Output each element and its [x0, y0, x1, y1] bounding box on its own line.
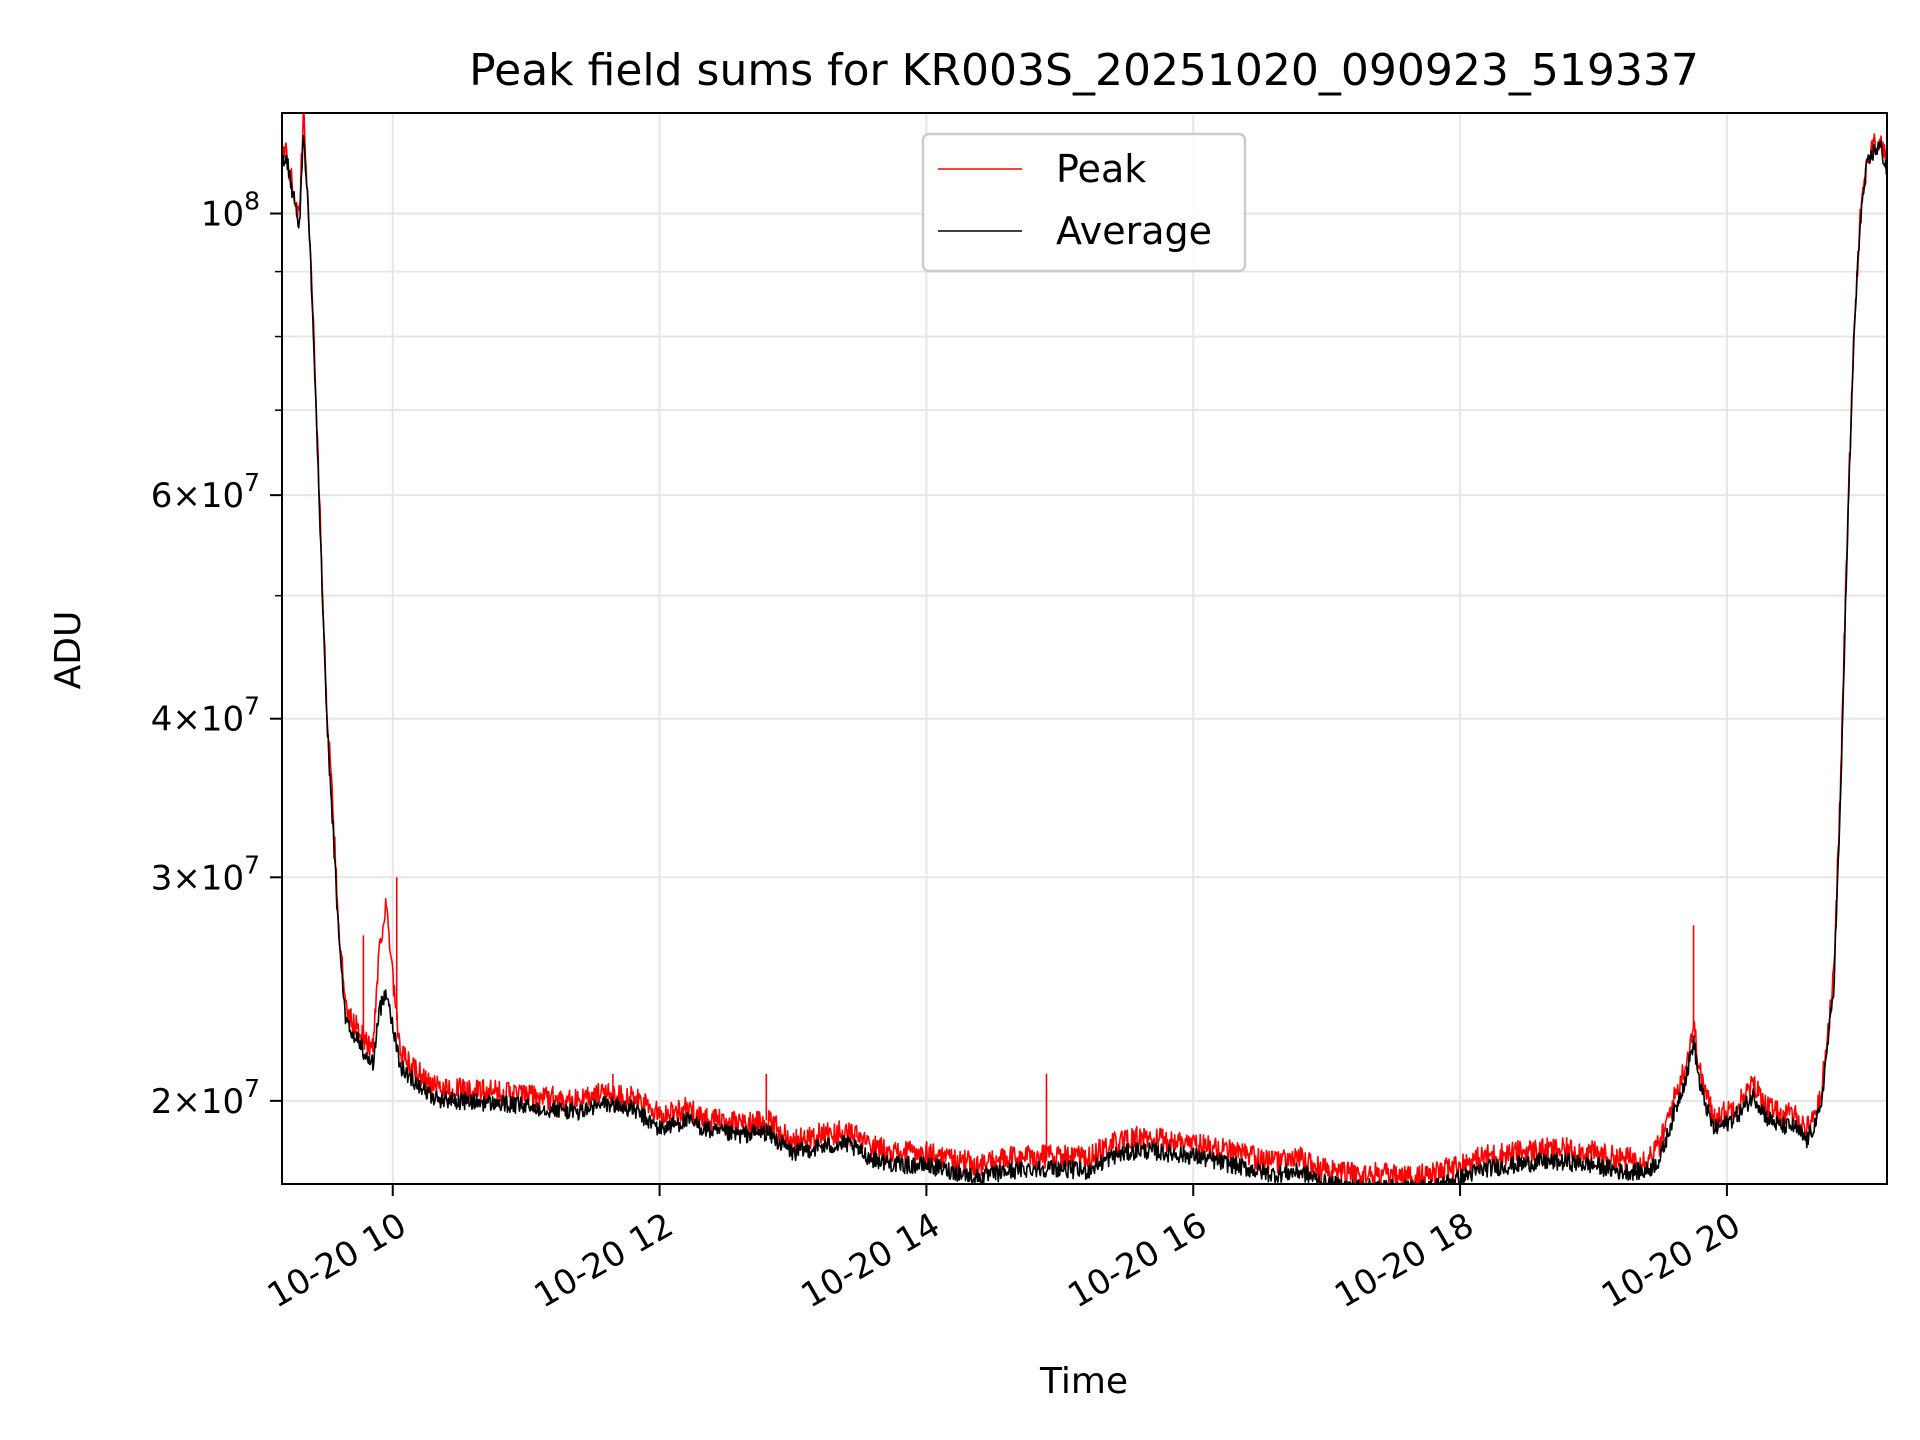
plot-area	[282, 113, 1887, 1184]
y-tick-label: 6×107	[151, 468, 260, 516]
y-tick-label: 2×107	[151, 1074, 260, 1122]
axes-frame	[281, 112, 1888, 1185]
y-axis-label: ADU	[48, 611, 89, 690]
x-axis-label: Time	[1039, 1361, 1128, 1402]
y-tick-label: 108	[201, 187, 260, 235]
legend-label-peak: Peak	[1056, 147, 1146, 191]
legend: Peak Average	[921, 132, 1247, 273]
series-line-average	[282, 134, 1887, 1184]
y-axis: 2×107 3×107 4×107 6×107 108	[151, 187, 282, 1122]
chart-title: Peak field sums for KR003S_20251020_0909…	[469, 45, 1699, 96]
legend-label-average: Average	[1056, 209, 1212, 253]
y-tick-label: 4×107	[151, 692, 260, 740]
y-tick-label: 3×107	[151, 850, 260, 898]
